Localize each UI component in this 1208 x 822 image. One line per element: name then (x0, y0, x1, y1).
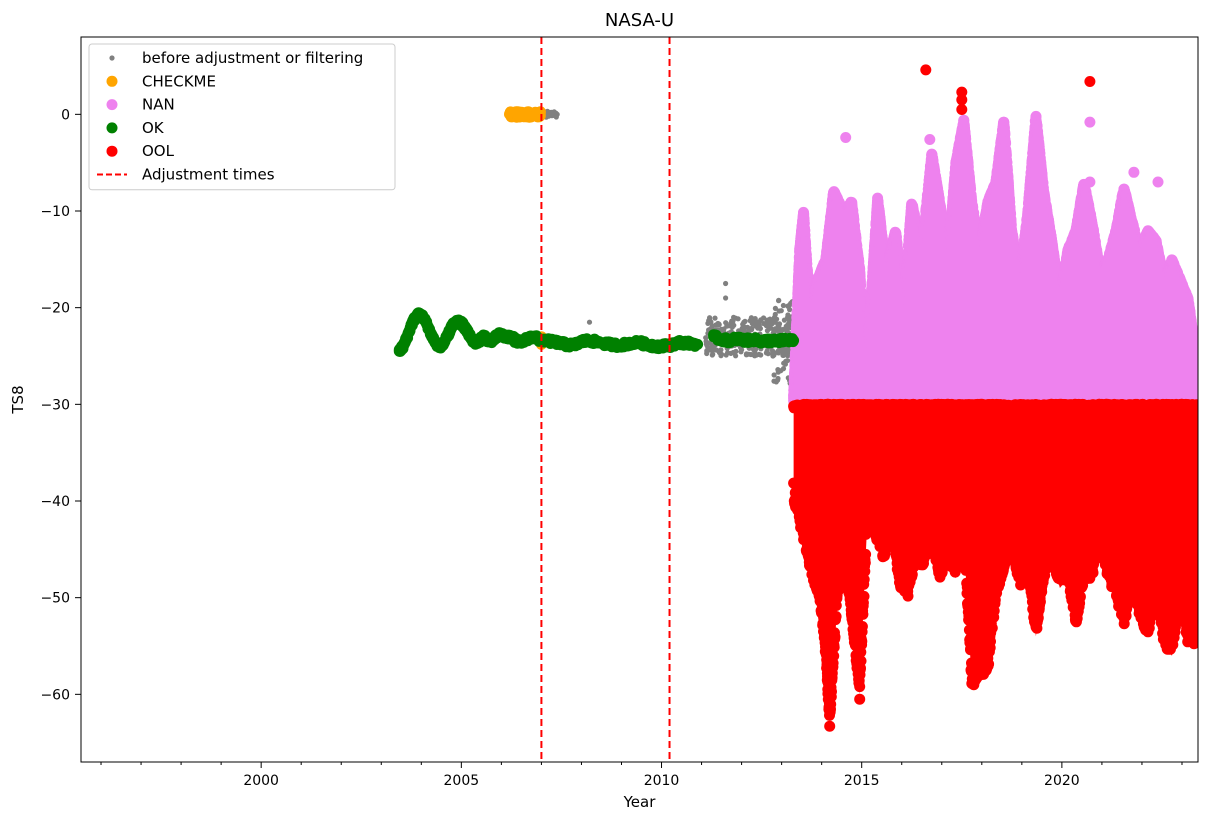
series-before-adjustment-or-filtering-point (553, 114, 559, 120)
series-before-adjustment-or-filtering-point (586, 319, 593, 325)
series-before-adjustment-or-filtering-point (749, 320, 755, 327)
series-before-adjustment-or-filtering-point (710, 348, 716, 354)
series-before-adjustment-or-filtering-point (778, 308, 784, 314)
series-before-adjustment-or-filtering-point (749, 327, 755, 333)
series-before-adjustment-or-filtering-point (775, 377, 781, 383)
series-before-adjustment-or-filtering-point (713, 322, 719, 328)
series-before-adjustment-or-filtering-point (550, 110, 556, 116)
series-before-adjustment-or-filtering-point (783, 323, 789, 329)
series-before-adjustment-or-filtering-point (723, 280, 729, 287)
series-before-adjustment-or-filtering-point (733, 348, 739, 354)
series-before-adjustment-or-filtering-point (772, 305, 779, 311)
series-before-adjustment-or-filtering-point (775, 367, 781, 373)
series-before-adjustment-or-filtering-point (723, 320, 729, 326)
series-before-adjustment-or-filtering-point (782, 361, 789, 367)
series-before-adjustment-or-filtering-point (775, 350, 782, 356)
series-before-adjustment-or-filtering-point (729, 324, 735, 330)
series-before-adjustment-or-filtering-point (746, 351, 752, 357)
series-before-adjustment-or-filtering-point (758, 317, 764, 323)
series-before-adjustment-or-filtering-point (723, 295, 729, 301)
series-before-adjustment-or-filtering-point (709, 324, 715, 331)
series-before-adjustment-or-filtering-point (545, 112, 551, 118)
series-before-adjustment-or-filtering-point (719, 351, 725, 357)
series-before-adjustment-or-filtering-point (752, 348, 758, 354)
series-before-adjustment-or-filtering-point (769, 348, 776, 354)
series-before-adjustment-or-filtering-point (707, 316, 713, 322)
series-before-adjustment-or-filtering-point (787, 307, 793, 313)
series-before-adjustment-or-filtering-point (742, 328, 748, 334)
series-before-adjustment-or-filtering-point (755, 325, 761, 331)
series-before-adjustment-or-filtering-point (723, 352, 729, 358)
series-before-adjustment-or-filtering-point (731, 314, 737, 320)
series-before-adjustment-or-filtering-point (787, 320, 793, 327)
series-checkme-point (513, 106, 525, 118)
series-before-adjustment-or-filtering-point (765, 351, 771, 357)
series-before-adjustment-or-filtering-point (780, 366, 787, 372)
series-before-adjustment-or-filtering-point (770, 353, 776, 359)
series-before-adjustment-or-filtering-point (772, 316, 778, 322)
series-before-adjustment-or-filtering-point (709, 352, 715, 358)
series-before-adjustment-or-filtering-point (739, 347, 745, 353)
series-before-adjustment-or-filtering-point (718, 347, 724, 353)
series-before-adjustment-or-filtering-point (703, 335, 709, 341)
series-before-adjustment-or-filtering-point (730, 318, 736, 324)
series-before-adjustment-or-filtering-point (780, 302, 787, 309)
series-before-adjustment-or-filtering-point (712, 315, 718, 321)
series-before-adjustment-or-filtering-point (772, 311, 778, 317)
plot-area (393, 64, 1198, 732)
series-before-adjustment-or-filtering-point (758, 352, 764, 358)
series-before-adjustment-or-filtering-point (771, 372, 777, 378)
series-before-adjustment-or-filtering-point (781, 317, 788, 323)
series-before-adjustment-or-filtering-point (704, 350, 710, 357)
series-before-adjustment-or-filtering-point (785, 350, 791, 356)
series-before-adjustment-or-filtering-point (764, 328, 771, 334)
series-before-adjustment-or-filtering-point (720, 327, 727, 333)
series-before-adjustment-or-filtering-point (764, 318, 770, 324)
series-before-adjustment-or-filtering-point (776, 297, 782, 303)
series-before-adjustment-or-filtering-point (776, 321, 783, 327)
series-before-adjustment-or-filtering-point (765, 324, 772, 330)
series-before-adjustment-or-filtering-point (742, 318, 748, 324)
